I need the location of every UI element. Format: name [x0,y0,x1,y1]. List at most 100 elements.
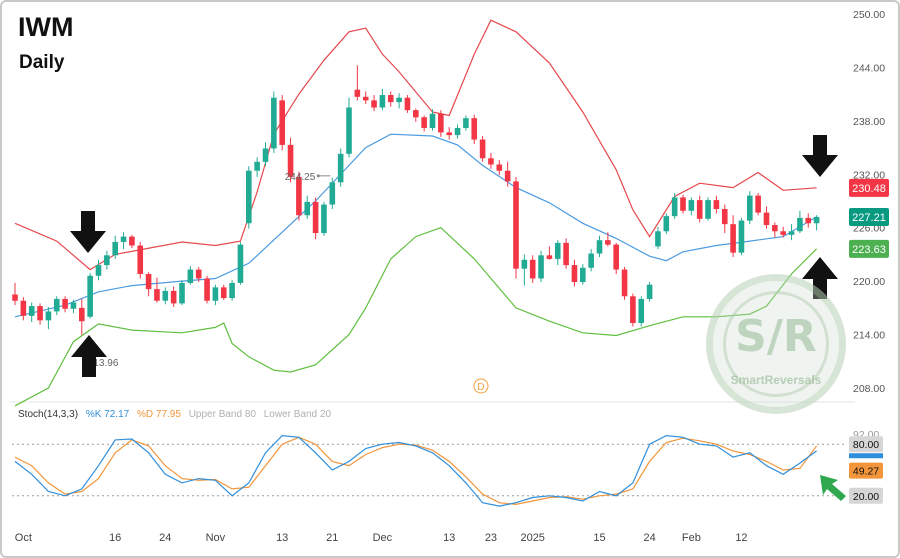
candle-body [79,307,85,322]
stoch-legend: Stoch(14,3,3) %K 72.17 %D 77.95 Upper Ba… [18,409,336,420]
candle-body [195,269,202,279]
candle-body [763,212,770,226]
candle-body [471,118,478,140]
price-badge-label: 227.21 [852,212,886,224]
watermark-ring [723,291,829,397]
candle-body [421,117,427,128]
up-arrow-icon [802,257,838,299]
candle-body [580,267,586,283]
candle-body [254,161,260,171]
candle-body [95,265,102,276]
candle-body [747,195,753,221]
candle-body [404,97,411,111]
osc-badge [849,462,883,479]
candle-body [596,240,603,254]
candle-body [362,96,369,101]
bb-upper-line [14,19,817,271]
price-tick-label: 220.00 [853,276,885,288]
x-tick-label: Oct [15,532,32,544]
candle-body [797,217,803,232]
candle-body [621,269,628,297]
candle-body [12,294,18,301]
candle-body [304,201,311,216]
x-tick-label: 21 [326,532,338,544]
candle-body [45,311,52,321]
price-badge-label: 230.48 [852,183,886,195]
price-tick-label: 244.00 [853,62,885,74]
x-tick-label: 13 [443,532,455,544]
osc-badge [849,436,883,453]
x-tick-label: Dec [373,532,393,544]
x-tick-label: 24 [643,532,655,544]
green-arrow-icon [820,475,846,501]
candle-body [772,225,778,232]
candle-body [279,100,285,145]
candle-body [413,110,419,118]
price-tick-label: 238.00 [853,116,885,128]
event-marker-label: D [477,382,484,393]
candle-body [120,236,127,242]
candle-body [479,139,486,159]
event-marker [473,378,489,394]
candle-body [321,204,327,234]
osc-badge-label: 49.27 [853,466,879,478]
stoch-upper-band: Upper Band 80 [188,409,256,420]
candle-body [488,158,494,165]
price-tick-label: 232.00 [853,169,885,181]
candle-body [129,236,135,246]
candle-body [70,302,77,309]
candle-body [554,242,561,259]
candle-body [788,231,795,235]
bb-lower-line [14,227,818,407]
candle-body [721,209,728,225]
candle-body [705,200,711,219]
candle-body [663,216,670,232]
bollinger-bands [14,19,818,407]
x-tick-label: 12 [735,532,747,544]
up-arrow-icon [71,335,107,377]
stoch-name: Stoch(14,3,3) [18,409,79,420]
candle-body [538,255,544,279]
candle-body [220,287,227,299]
price-tick-label: 208.00 [853,383,885,395]
osc-badge [849,487,883,504]
candle-body [346,107,352,154]
x-tick-label: 23 [485,532,497,544]
candle-body [730,224,736,253]
candle-body [329,182,336,205]
candle-body [813,216,820,224]
watermark-logo: S/R SmartReversals [706,274,846,414]
candle-body [104,255,110,266]
candle-body [513,181,519,269]
x-tick-label: Nov [206,532,226,544]
candle-body [179,282,185,304]
chart-interval: Daily [19,52,65,73]
candle-body [271,97,277,149]
stoch-k-line [14,434,817,507]
candle-body [371,100,377,108]
price-tick-label: 250.00 [853,9,885,21]
x-tick-label: 15 [593,532,605,544]
stoch-lower-band: Lower Band 20 [263,409,332,420]
candle-body [446,132,452,136]
candle-body [37,306,43,321]
candle-body [354,89,361,97]
candle-body [145,274,152,290]
candle-body [805,217,812,224]
candle-body [237,244,244,283]
candle-body [713,200,720,210]
candle-body [379,95,386,108]
candle-body [780,231,786,235]
osc-badge-label: 20.00 [853,491,879,503]
candle-body [162,290,169,301]
candle-body [87,275,93,317]
candle-body [605,240,611,245]
x-tick-label: 24 [159,532,171,544]
candle-body [613,244,619,270]
candle-body [529,259,536,279]
down-arrow-icon [70,211,106,253]
high-leader-dot [316,174,320,178]
candles [12,65,820,335]
candle-body [429,113,436,128]
